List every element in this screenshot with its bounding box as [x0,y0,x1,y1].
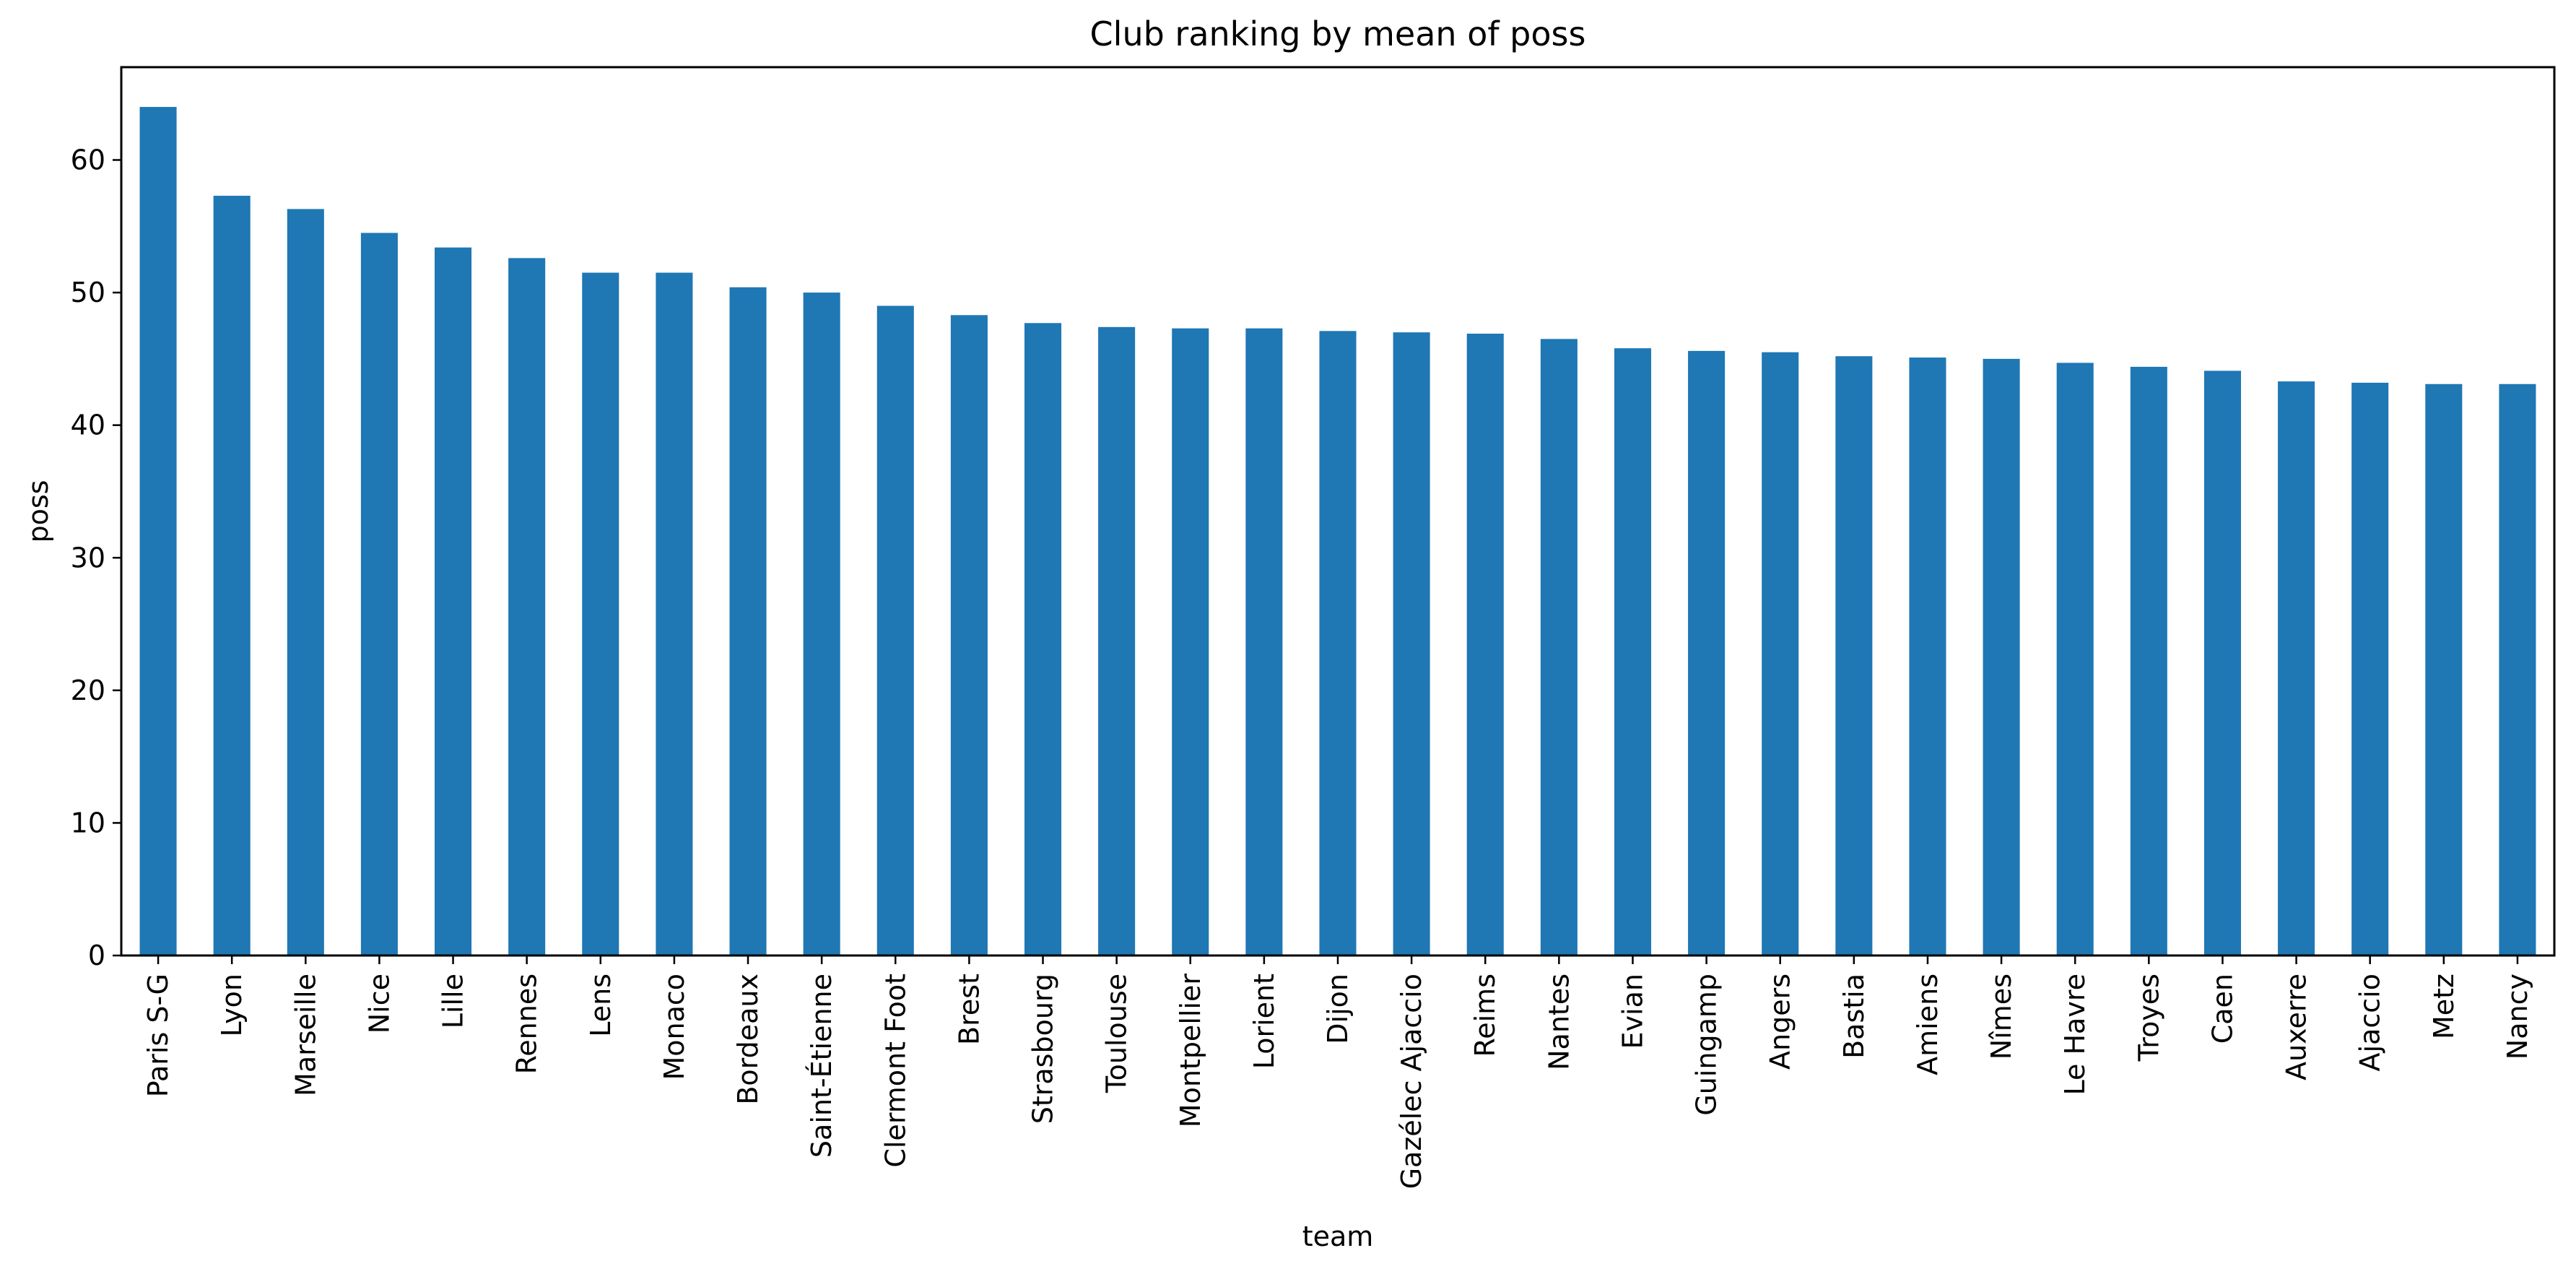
bar-auxerre [2278,381,2315,956]
y-tick-label: 30 [71,542,105,573]
bar-reims [1466,334,1504,956]
bar-troyes [2130,366,2167,956]
y-tick-label: 20 [71,675,105,706]
x-tick-label: Marseille [290,974,321,1096]
y-axis: 0 10 20 30 40 50 60 [71,144,121,971]
x-tick-label: Le Havre [2059,974,2091,1095]
bar-saint-étienne [803,292,840,956]
x-tick-label: Bastia [1838,974,1870,1059]
x-tick-label: Nantes [1543,974,1575,1070]
x-tick-label: Guingamp [1691,974,1723,1116]
x-tick-label: Angers [1765,974,1796,1070]
x-tick-label: Montpellier [1175,974,1206,1128]
x-tick-label: Monaco [658,974,690,1080]
bar-ajaccio [2351,382,2389,956]
x-tick-label: Auxerre [2281,974,2312,1080]
x-tick-label: Nice [363,974,395,1034]
x-axis-label: team [1302,1221,1374,1252]
bar-strasbourg [1024,323,1062,956]
x-tick-label: Amiens [1912,974,1944,1075]
x-tick-label: Brest [953,974,985,1045]
x-tick-label: Nîmes [1985,974,2017,1060]
x-tick-label: Caen [2206,974,2238,1044]
bar-nantes [1540,339,1578,956]
x-tick-label: Lille [438,974,469,1028]
x-tick-label: Strasbourg [1027,974,1059,1124]
bar-montpellier [1172,328,1209,956]
chart-title: Club ranking by mean of poss [1090,14,1586,53]
y-tick-label: 10 [71,807,105,838]
x-tick-label: Lyon [216,974,248,1037]
x-tick-label: Reims [1469,974,1501,1057]
bar-rennes [508,258,546,956]
y-tick-label: 40 [71,410,105,441]
bar-amiens [1909,358,1946,956]
bar-clermont-foot [876,306,914,956]
bar-lille [435,247,472,956]
bar-brest [950,315,988,956]
bar-nice [360,233,398,956]
x-tick-label: Paris S-G [142,974,174,1097]
x-tick-label: Saint-Étienne [806,974,837,1158]
x-tick-label: Metz [2428,974,2460,1039]
bar-metz [2425,384,2463,956]
bar-nancy [2499,384,2536,956]
y-tick-label: 60 [71,144,105,176]
bar-bordeaux [729,287,767,956]
bar-monaco [656,272,693,956]
bar-caen [2203,370,2241,956]
y-tick-label: 50 [71,277,105,308]
y-tick-label: 0 [88,940,105,971]
bars-layer [139,107,2536,956]
x-tick-label: Evian [1616,974,1648,1049]
bar-dijon [1319,331,1357,956]
bar-angers [1762,352,1799,956]
x-tick-label: Bordeaux [732,974,764,1105]
y-axis-label: poss [22,480,54,543]
bar-lyon [213,196,251,956]
bar-lorient [1245,328,1283,956]
x-tick-label: Lens [585,974,617,1037]
bar-guingamp [1688,350,1726,956]
bar-toulouse [1098,326,1136,956]
x-tick-label: Ajaccio [2354,974,2386,1071]
bar-paris-s-g [139,107,177,956]
x-tick-label: Dijon [1322,974,1354,1044]
x-tick-label: Lorient [1248,974,1280,1069]
x-tick-label: Toulouse [1101,974,1133,1093]
x-tick-label: Rennes [511,974,543,1074]
plot-frame [120,66,2556,957]
x-tick-label: Clermont Foot [879,974,911,1168]
x-tick-label: Gazélec Ajaccio [1396,974,1427,1189]
bar-lens [582,272,619,956]
bar-marseille [287,209,324,956]
x-tick-label: Nancy [2502,974,2533,1060]
x-tick-label: Troyes [2133,974,2164,1062]
bar-evian [1614,348,1652,956]
bar-bastia [1835,356,1873,956]
bar-nîmes [1983,358,2020,956]
bar-le-havre [2056,363,2094,956]
x-axis: Paris S-G Lyon Marseille Nice Lille Rennes Len… [142,956,2533,1189]
bar-gazélec-ajaccio [1393,332,1430,956]
